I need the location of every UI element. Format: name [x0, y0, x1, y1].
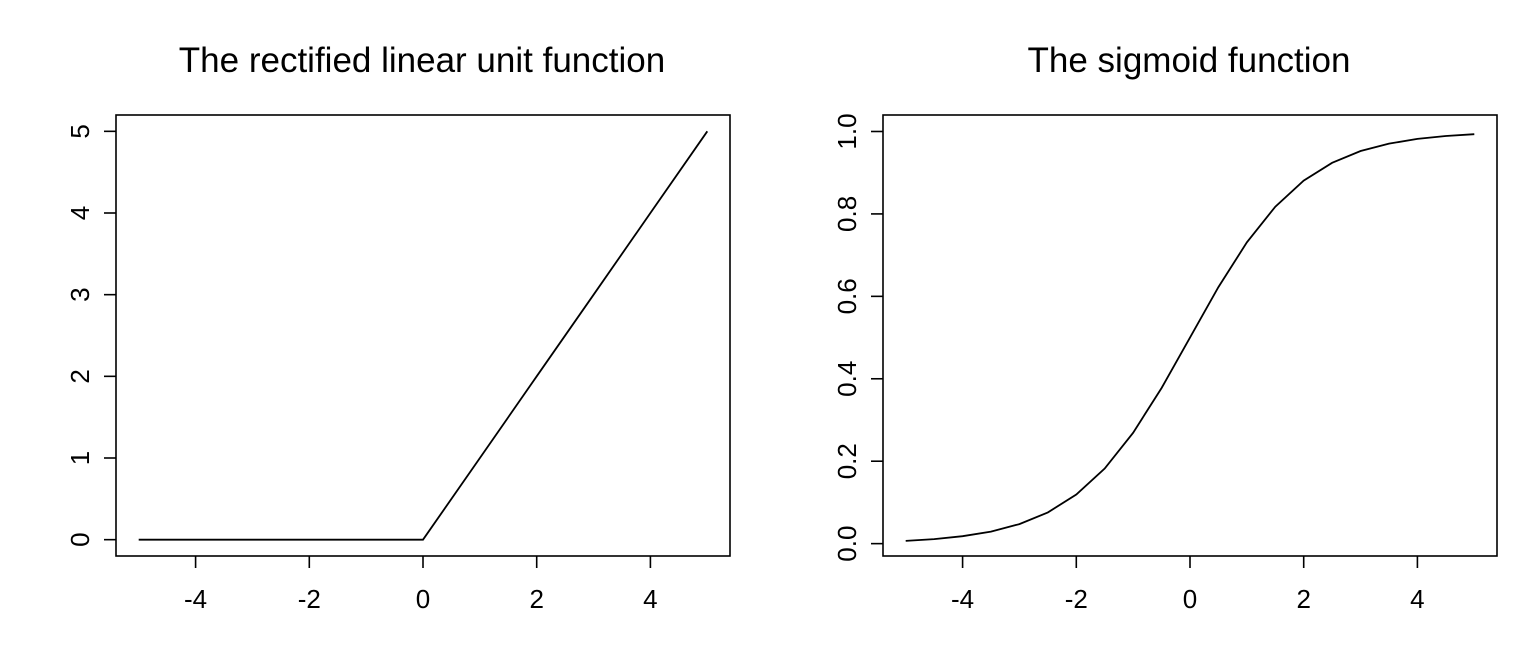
relu-y-tick-label: 0 [65, 532, 95, 546]
relu-y-tick-label: 4 [65, 206, 95, 220]
sigmoid-chart-title: The sigmoid function [1028, 41, 1351, 80]
relu-x-tick-label: -4 [184, 584, 207, 614]
sigmoid-y-tick-label: 0.4 [832, 361, 862, 397]
relu-series [138, 130, 709, 541]
sigmoid-y-tick-label: 0.6 [832, 278, 862, 314]
sigmoid-x-tick-label: -2 [1065, 584, 1088, 614]
sigmoid-panel: The sigmoid function -4 -2 0 2 4 0.00.20.40.… [832, 41, 1498, 614]
sigmoid-y-tick-label: 0.8 [832, 196, 862, 232]
relu-panel: The rectified linear unit function -4 -2 0… [65, 41, 731, 614]
relu-x-tick-label: -2 [298, 584, 321, 614]
sigmoid-x-tick-label: 2 [1296, 584, 1310, 614]
sigmoid-series [905, 133, 1475, 542]
relu-y-axis: 0 1 2 3 4 5 [65, 124, 116, 547]
relu-plot-frame [115, 114, 731, 557]
sigmoid-x-tick-label: -4 [951, 584, 974, 614]
sigmoid-y-tick-label: 0.0 [832, 526, 862, 562]
sigmoid-y-tick-label: 1.0 [832, 113, 862, 149]
sigmoid-x-axis: -4 -2 0 2 4 [951, 556, 1425, 614]
sigmoid-x-tick-label: 4 [1410, 584, 1424, 614]
relu-chart-title: The rectified linear unit function [179, 41, 665, 80]
relu-y-tick-label: 1 [65, 451, 95, 465]
relu-x-axis: -4 -2 0 2 4 [184, 556, 658, 614]
relu-y-tick-label: 5 [65, 124, 95, 138]
sigmoid-y-axis: 0.0 0.2 0.4 0.6 0.8 1.0 [832, 113, 883, 562]
sigmoid-series-line [905, 133, 1475, 542]
relu-x-tick-label: 0 [416, 584, 430, 614]
sigmoid-y-tick-label: 0.2 [832, 443, 862, 479]
relu-series-line [138, 130, 709, 541]
relu-x-tick-label: 2 [529, 584, 543, 614]
relu-y-tick-label: 2 [65, 369, 95, 383]
relu-y-tick-label: 3 [65, 287, 95, 301]
sigmoid-plot-frame [882, 114, 1498, 557]
sigmoid-x-tick-label: 0 [1183, 584, 1197, 614]
relu-x-tick-label: 4 [643, 584, 657, 614]
